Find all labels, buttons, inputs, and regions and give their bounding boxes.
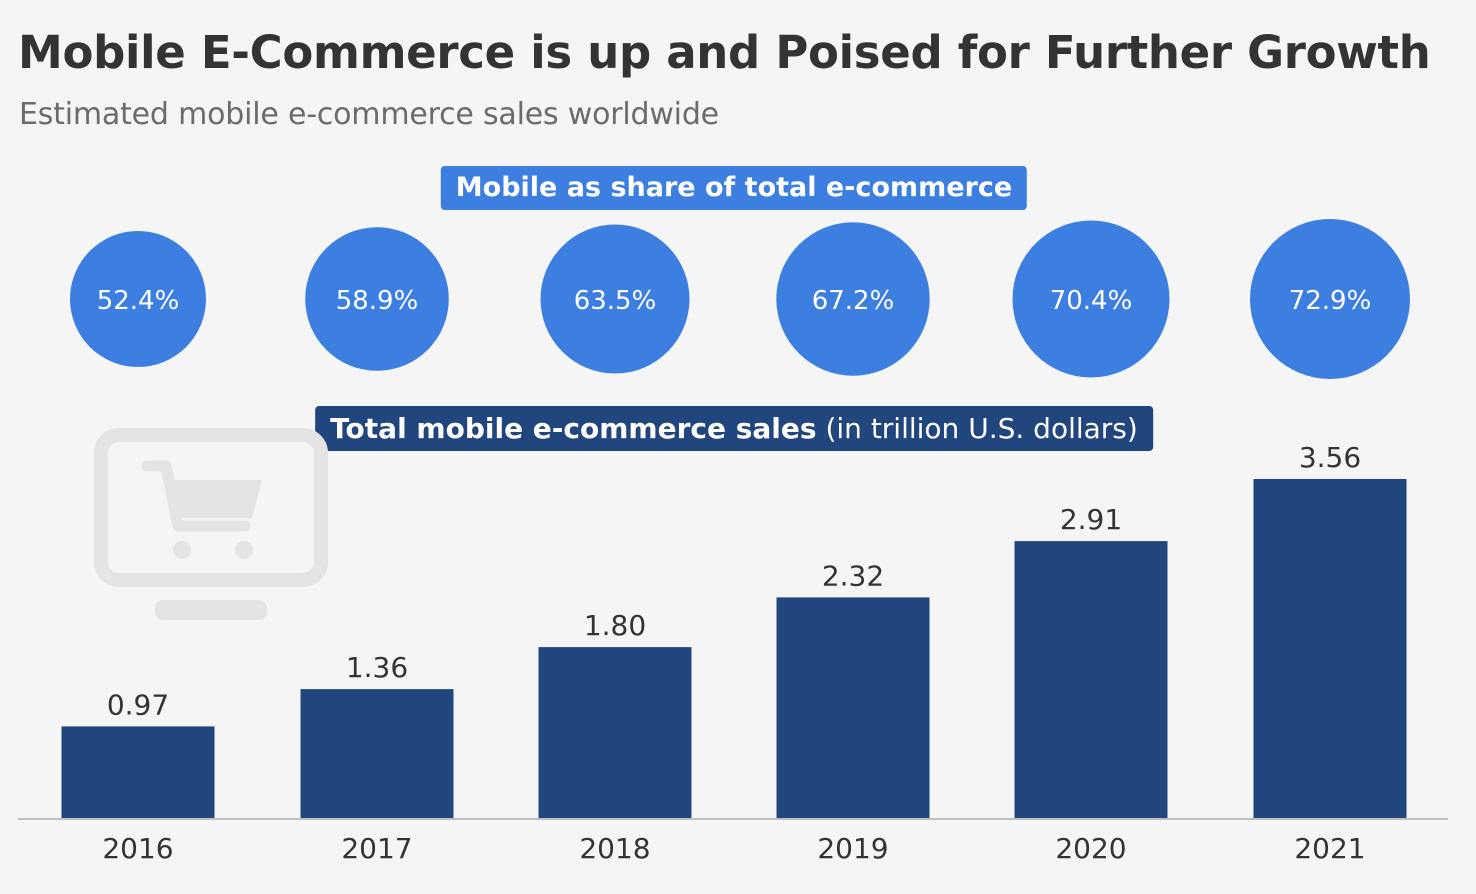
share-circle-2016 — [70, 231, 206, 367]
share-circle-2021 — [1250, 219, 1410, 379]
share-label-2019: 67.2% — [812, 286, 895, 316]
share-circle-2020 — [1012, 220, 1170, 378]
value-label-2016: 0.97 — [107, 688, 169, 721]
share-label-2016: 52.4% — [97, 286, 180, 316]
x-tick-2019: 2019 — [817, 832, 888, 865]
x-tick-2018: 2018 — [579, 832, 650, 865]
x-tick-2016: 2016 — [102, 832, 173, 865]
value-label-2017: 1.36 — [346, 651, 408, 684]
x-tick-2021: 2021 — [1294, 832, 1365, 865]
bar-2019 — [776, 597, 930, 819]
value-label-2018: 1.80 — [584, 609, 646, 642]
share-label-2017: 58.9% — [336, 286, 419, 316]
value-label-2020: 2.91 — [1060, 503, 1122, 536]
share-circle-2018 — [540, 224, 690, 374]
share-label-2021: 72.9% — [1289, 286, 1372, 316]
bar-2016 — [61, 726, 215, 819]
bar-2021 — [1253, 479, 1407, 819]
sales-label-title: Total mobile e-commerce sales — [330, 412, 817, 445]
share-circle-2017 — [305, 227, 449, 371]
sales-section-label: Total mobile e-commerce sales (in trilli… — [315, 406, 1153, 451]
share-label-2018: 63.5% — [574, 286, 657, 316]
chart-title: Mobile E-Commerce is up and Poised for F… — [18, 26, 1431, 79]
bar-2020 — [1014, 541, 1168, 819]
value-label-2019: 2.32 — [822, 559, 884, 592]
bar-2018 — [538, 647, 692, 819]
value-label-2021: 3.56 — [1299, 441, 1361, 474]
chart-subtitle: Estimated mobile e-commerce sales worldw… — [19, 97, 719, 132]
share-section-label: Mobile as share of total e-commerce — [440, 166, 1028, 210]
share-circle-2019 — [776, 222, 930, 376]
sales-label-unit: (in trillion U.S. dollars) — [825, 412, 1138, 445]
bar-2017 — [300, 689, 454, 819]
x-tick-2020: 2020 — [1055, 832, 1126, 865]
x-tick-2017: 2017 — [341, 832, 412, 865]
shopping-cart-monitor-icon — [94, 428, 328, 620]
share-label-2020: 70.4% — [1050, 286, 1133, 316]
